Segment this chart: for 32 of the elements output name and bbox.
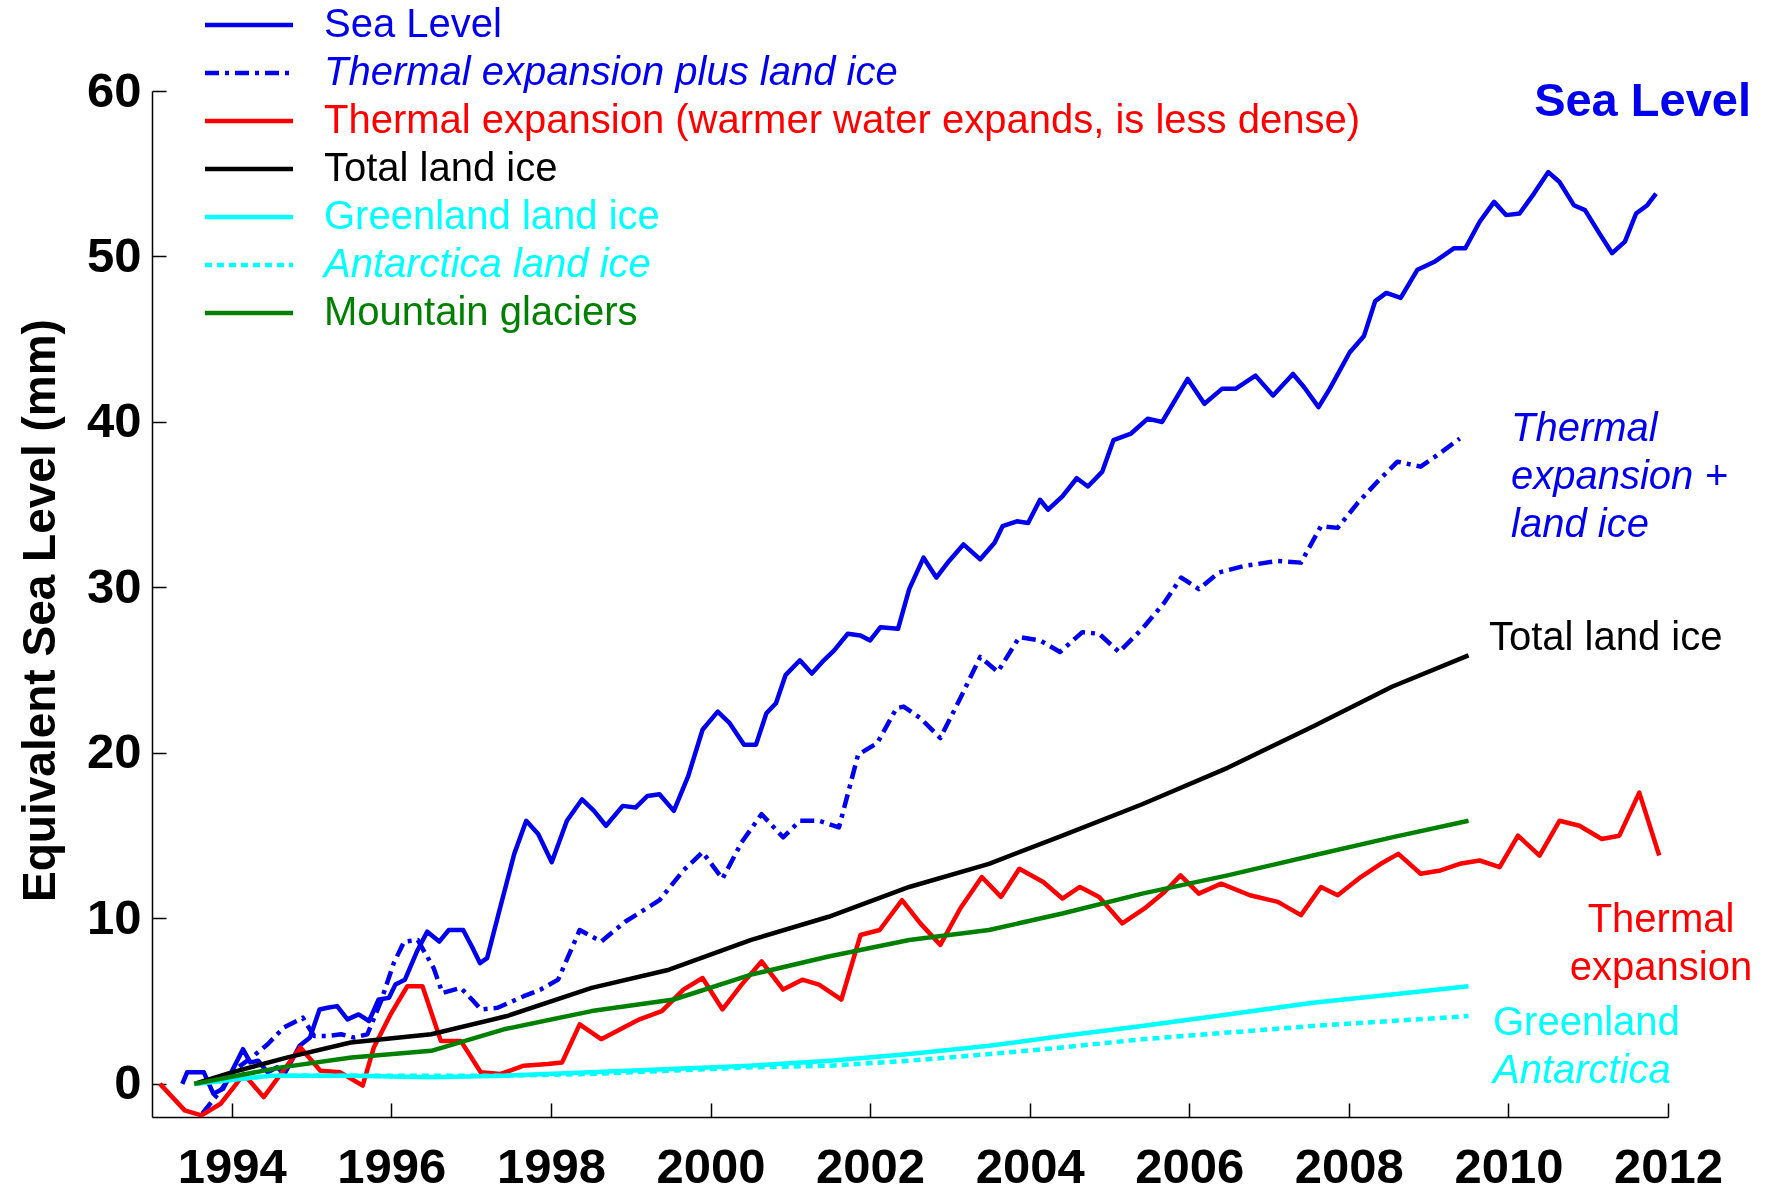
y-tick-label: 30 — [86, 558, 142, 613]
y-tick-label: 10 — [86, 889, 142, 944]
legend-label: Mountain glaciers — [324, 289, 638, 333]
chart-title: Sea Level — [1534, 73, 1751, 126]
x-tick-label: 2010 — [1454, 1138, 1564, 1185]
y-tick-label: 0 — [114, 1055, 142, 1110]
annotation: Greenland — [1493, 999, 1680, 1043]
y-axis-title: Equivalent Sea Level (mm) — [12, 319, 65, 902]
annotation: Total land ice — [1489, 614, 1723, 658]
x-tick-label: 2012 — [1613, 1138, 1724, 1185]
x-tick-label: 2002 — [816, 1138, 926, 1185]
line-series — [192, 818, 1471, 1087]
legend-label: Thermal expansion (warmer water expands, is less dense) — [324, 97, 1360, 141]
legend-label: Greenland land ice — [324, 193, 660, 237]
y-tick-label: 40 — [86, 393, 142, 448]
annotation: Antarctica — [1491, 1047, 1671, 1091]
x-tick-label: 2008 — [1294, 1138, 1404, 1185]
annotation: Thermal expansion — [1569, 896, 1753, 988]
x-tick-label: 2000 — [656, 1138, 766, 1185]
x-tick-label: 1994 — [177, 1138, 287, 1185]
legend-label: Antarctica land ice — [322, 241, 651, 285]
y-tick-label: 20 — [86, 724, 142, 779]
y-tick-label: 60 — [86, 62, 142, 117]
legend-label: Total land ice — [324, 145, 558, 189]
x-tick-label: 2004 — [975, 1138, 1085, 1185]
annotation: Thermal expansion + land ice — [1511, 405, 1728, 545]
x-tick-label: 1998 — [496, 1138, 606, 1185]
legend-label: Sea Level — [324, 1, 502, 45]
x-tick-label: 1996 — [337, 1138, 447, 1185]
legend-label: Thermal expansion plus land ice — [324, 49, 898, 93]
y-tick-label: 50 — [86, 227, 142, 282]
x-tick-label: 2006 — [1135, 1138, 1245, 1185]
